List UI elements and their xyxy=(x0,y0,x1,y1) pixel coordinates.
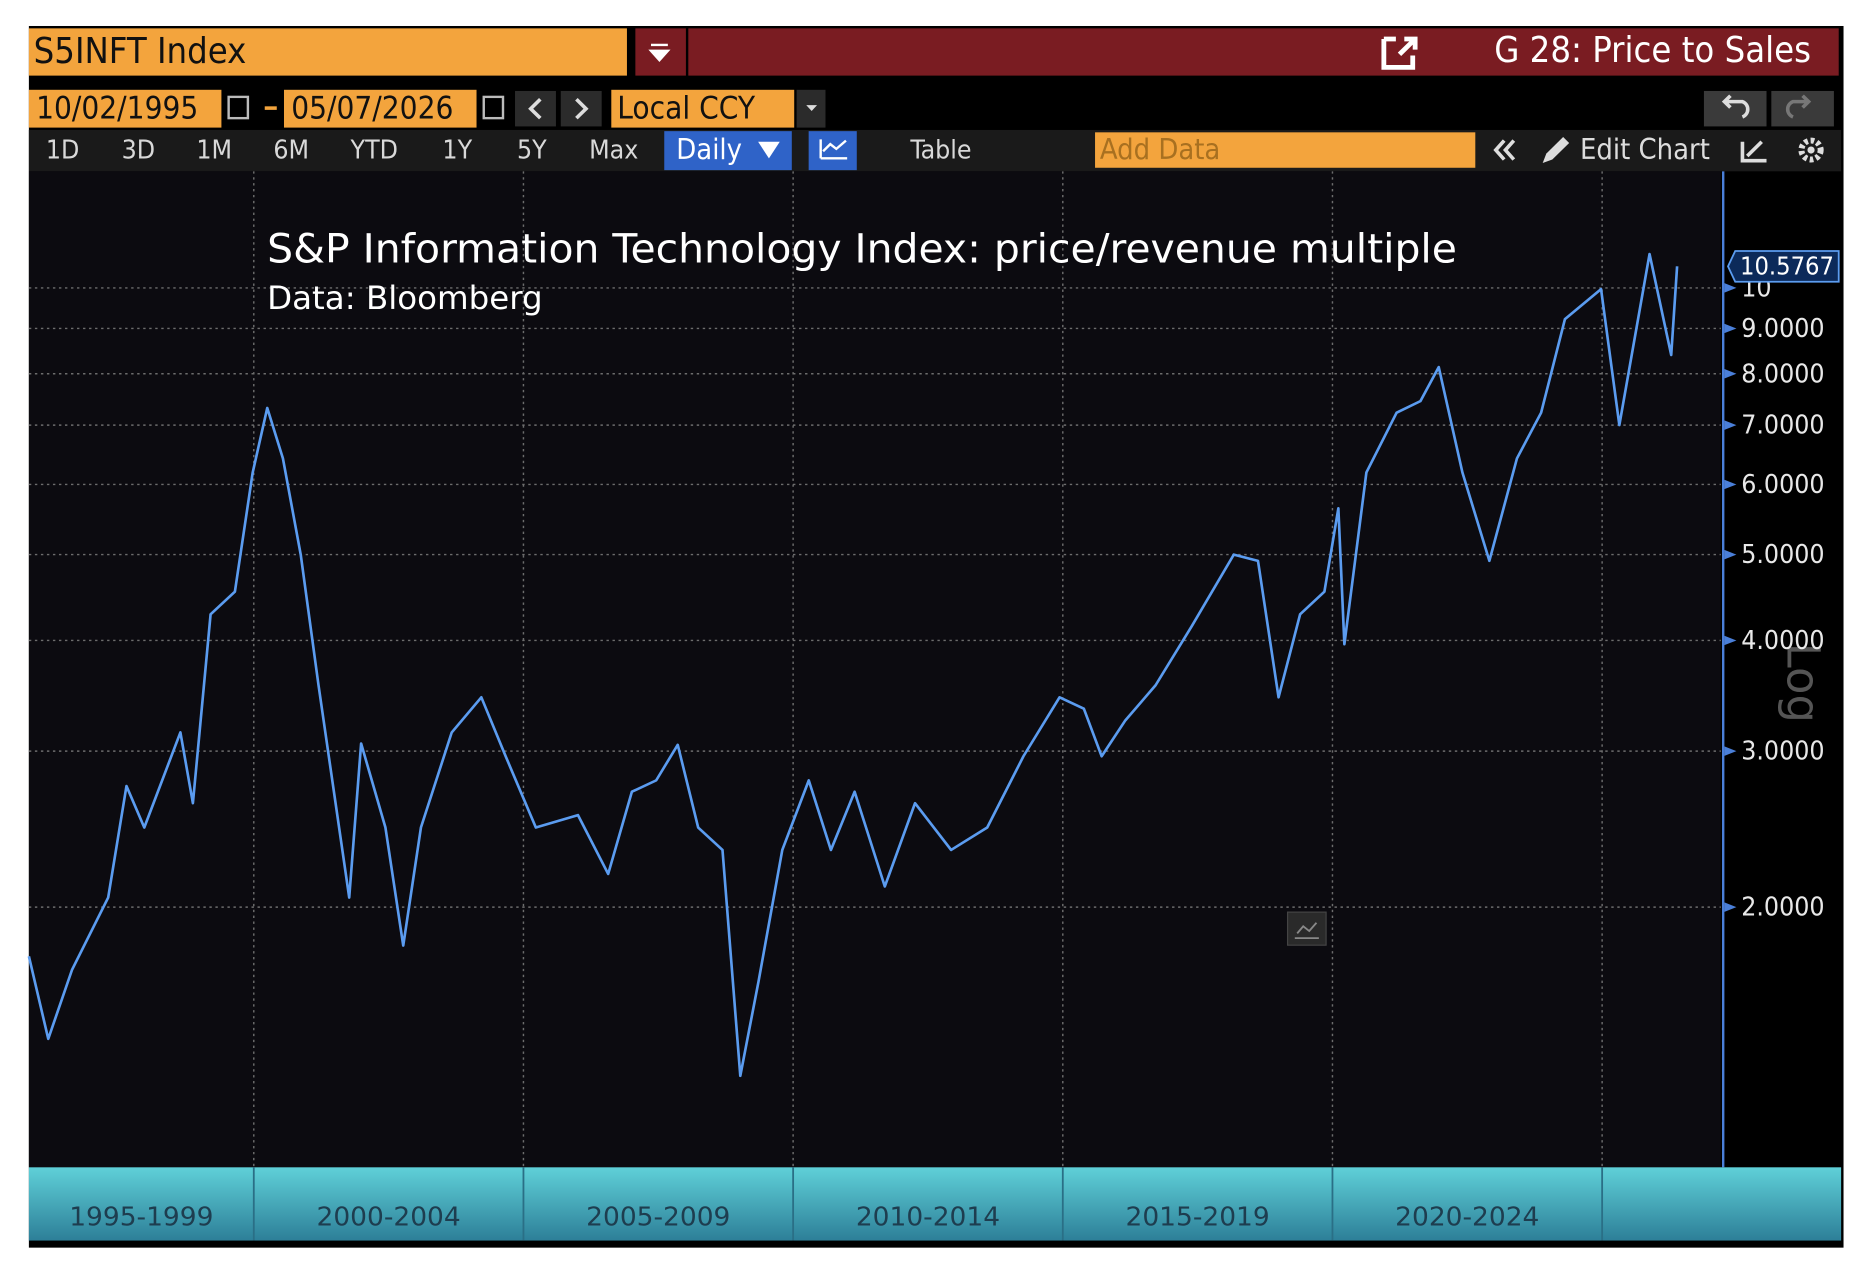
undo-button[interactable] xyxy=(1703,90,1767,127)
x-band-label: 2005-2009 xyxy=(586,1203,730,1233)
range-button[interactable]: YTD xyxy=(350,136,398,166)
y-tick-mark xyxy=(1724,369,1737,379)
ticker: S5INFT Index xyxy=(34,31,247,72)
range-button[interactable]: 1Y xyxy=(442,136,472,166)
collapse-icon[interactable] xyxy=(1493,139,1516,161)
grid xyxy=(28,171,1721,1168)
frequency: Daily xyxy=(676,132,742,166)
start-date: 10/02/1995 xyxy=(36,91,198,127)
x-band-label: 2010-2014 xyxy=(856,1203,1000,1233)
frequency-caret xyxy=(758,141,780,159)
next-icon xyxy=(575,97,589,120)
date-dash xyxy=(264,106,277,110)
redo-icon xyxy=(1785,94,1812,119)
y-tick-mark xyxy=(1724,902,1737,912)
ticker-field[interactable] xyxy=(28,28,627,76)
mini-chart-icon xyxy=(1294,922,1319,939)
y-tick-label: 9.0000 xyxy=(1741,314,1824,344)
calendar-icon[interactable] xyxy=(482,95,505,120)
last-value-box xyxy=(1727,250,1840,283)
x-band-label: 2000-2004 xyxy=(317,1203,461,1233)
currency-field[interactable] xyxy=(611,89,795,128)
toolbar xyxy=(28,129,1842,172)
range-button[interactable]: Max xyxy=(589,136,638,166)
y-tick-label: 2.0000 xyxy=(1741,893,1824,923)
range-button[interactable]: 3D xyxy=(122,136,155,166)
x-axis-band xyxy=(28,1167,1842,1241)
add-data-placeholder: Add Data xyxy=(1100,132,1221,166)
prev-button[interactable] xyxy=(515,90,556,127)
range-button[interactable]: 1M xyxy=(196,136,232,166)
popout-icon[interactable] xyxy=(1381,36,1418,70)
prev-icon xyxy=(528,97,542,120)
start-date-field[interactable] xyxy=(28,89,222,128)
y-tick-mark xyxy=(1724,549,1737,560)
last-value-label: 10.5767 xyxy=(1740,252,1834,281)
pencil-icon xyxy=(1542,137,1570,164)
y-tick-mark xyxy=(1724,283,1737,293)
settings-icon[interactable] xyxy=(1798,137,1824,163)
chart-type-icon xyxy=(819,139,848,160)
title-bar xyxy=(688,28,1839,76)
y-tick-label: 3.0000 xyxy=(1741,737,1824,767)
range-button[interactable]: 1D xyxy=(46,136,79,166)
y-tick-label: 5.0000 xyxy=(1741,540,1824,570)
next-button[interactable] xyxy=(560,90,602,127)
x-band-label: 2020-2024 xyxy=(1395,1203,1539,1233)
add-data-field[interactable] xyxy=(1095,132,1476,168)
y-tick-mark xyxy=(1724,635,1737,646)
settings-icon-center xyxy=(1807,146,1815,154)
y-tick-label: 4.0000 xyxy=(1741,626,1824,656)
y-tick-mark xyxy=(1724,420,1737,430)
range-button[interactable]: 6M xyxy=(273,136,309,166)
series-line xyxy=(27,252,1679,1078)
y-tick-mark xyxy=(1724,323,1737,334)
end-date-field[interactable] xyxy=(283,89,477,128)
annotate-icon[interactable] xyxy=(1740,140,1767,163)
y-axis-label: Log xyxy=(1776,643,1829,723)
table-button[interactable]: Table xyxy=(909,136,971,166)
y-tick-label: 8.0000 xyxy=(1741,360,1824,390)
plot: 2.0000 3.0000 4.0000 5.0000 6.0000 7.0000 8.00… xyxy=(27,250,1840,1241)
range-buttons: 1D 3D 1M 6M YTD 1Y 5Y Max xyxy=(46,136,639,166)
panel-title: G 28: Price to Sales xyxy=(1494,30,1811,71)
y-tick-mark xyxy=(1724,746,1737,756)
currency: Local CCY xyxy=(617,91,756,127)
chart-title: S&P Information Technology Index: price/… xyxy=(267,225,1457,273)
edit-chart[interactable]: Edit Chart xyxy=(1580,132,1710,166)
range-button[interactable]: 5Y xyxy=(517,136,547,166)
chart-subtitle: Data: Bloomberg xyxy=(267,279,543,317)
y-tick-label: 7.0000 xyxy=(1741,411,1824,441)
x-band-label: 1995-1999 xyxy=(69,1203,213,1233)
y-tick-label: 6.0000 xyxy=(1741,470,1824,500)
x-band-label: 2015-2019 xyxy=(1126,1203,1270,1233)
dropdown-icon xyxy=(806,105,818,112)
chart-type-button[interactable] xyxy=(808,131,857,171)
plot-area xyxy=(28,171,1721,1168)
menu-icon xyxy=(648,43,671,63)
end-date: 05/07/2026 xyxy=(291,91,453,127)
y-tick-mark xyxy=(1724,479,1737,490)
calendar-icon[interactable] xyxy=(227,95,250,120)
undo-icon xyxy=(1721,94,1750,119)
